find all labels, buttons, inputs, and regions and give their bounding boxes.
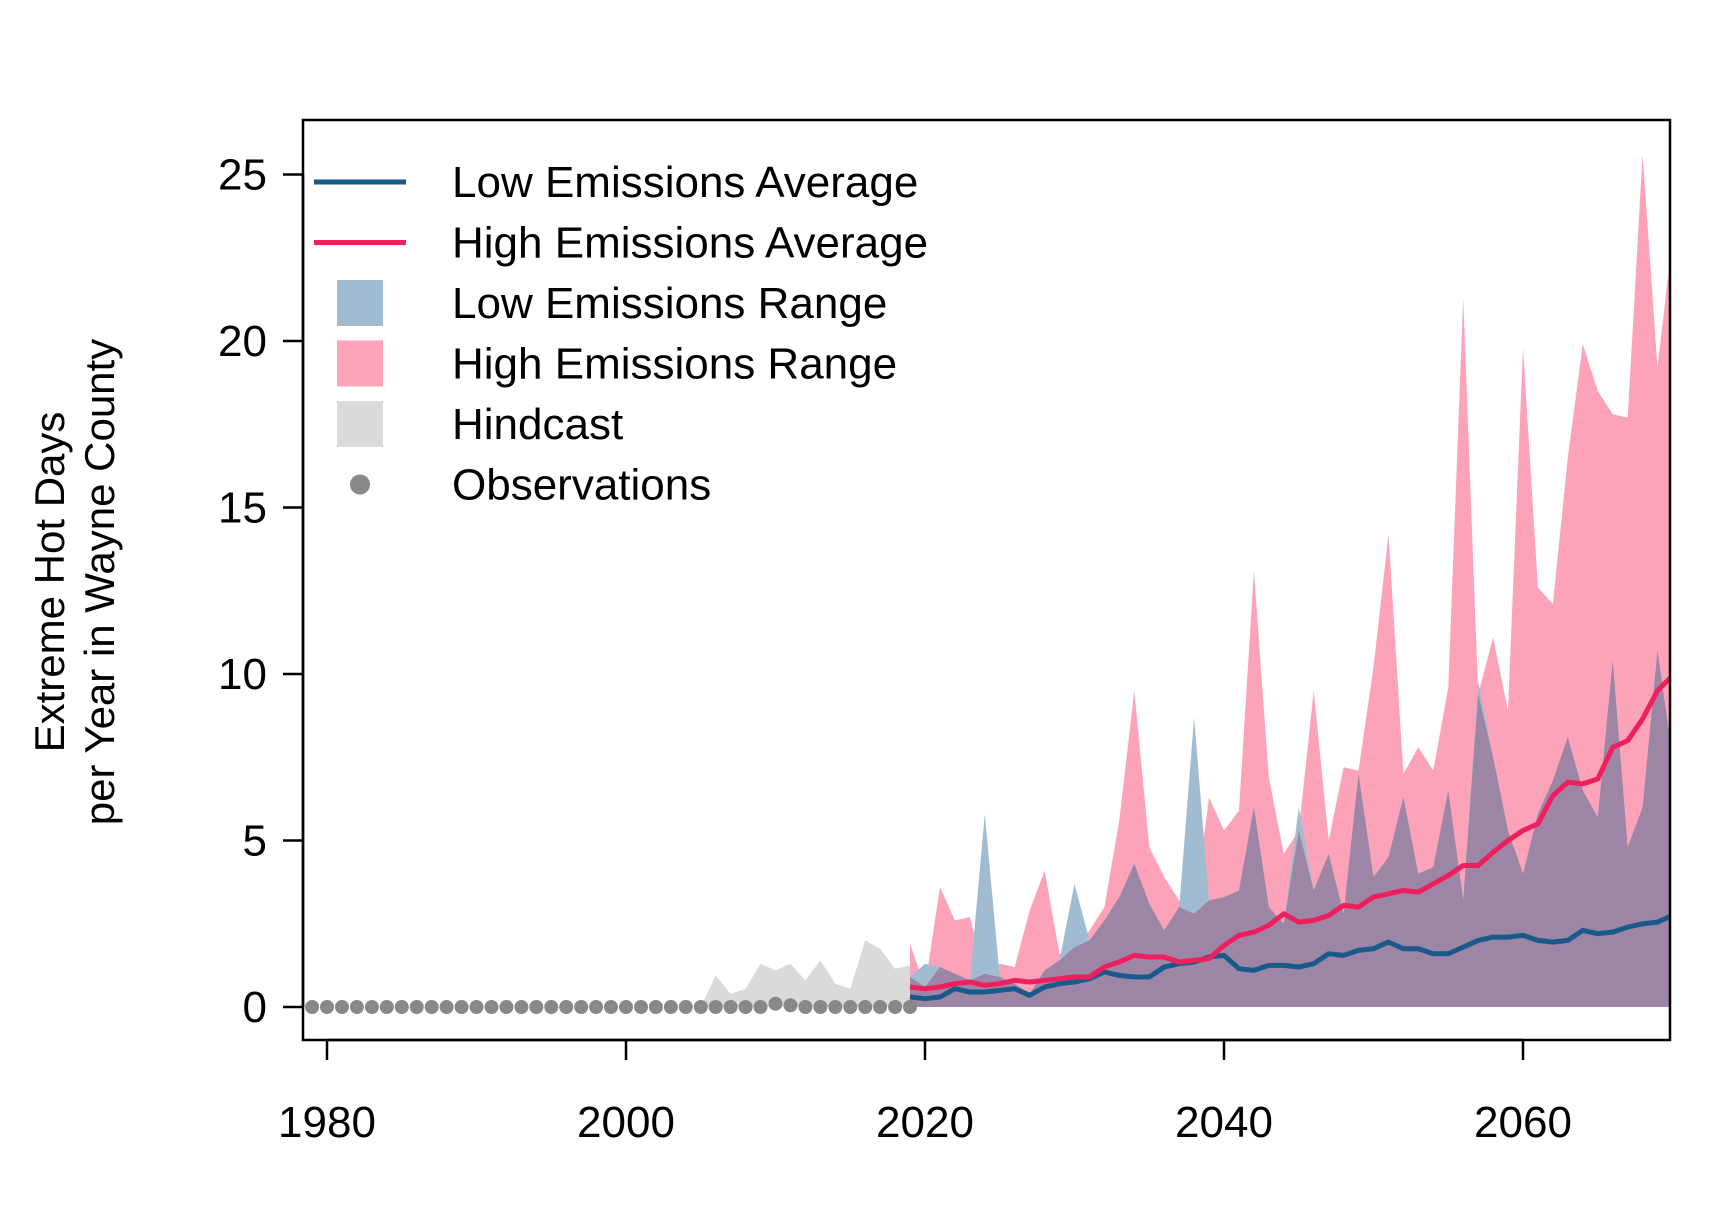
x-tick-label: 2000 xyxy=(577,1098,675,1147)
y-axis: 0 5 10 15 20 25 xyxy=(218,151,305,1032)
observation-point xyxy=(888,1000,903,1014)
observation-point xyxy=(574,1000,589,1014)
observation-point xyxy=(783,998,798,1013)
legend-entry: Hindcast xyxy=(337,400,623,449)
observation-point xyxy=(663,1000,678,1014)
observation-point xyxy=(379,1000,394,1014)
y-tick-label: 20 xyxy=(218,317,267,366)
observation-point xyxy=(424,1000,439,1014)
legend-label: Observations xyxy=(452,461,711,510)
observation-point xyxy=(768,996,783,1011)
x-tick-label: 2060 xyxy=(1474,1098,1572,1147)
legend-entry: Low Emissions Range xyxy=(337,279,887,328)
observation-point xyxy=(708,1000,723,1014)
legend-entry: Low Emissions Average xyxy=(314,158,918,207)
low-emissions-average-line xyxy=(909,913,1670,1002)
observation-point xyxy=(559,1000,574,1014)
observation-point xyxy=(813,1000,828,1014)
observation-point xyxy=(858,1000,873,1014)
observation-point xyxy=(454,1000,469,1014)
plot-area xyxy=(305,154,1670,1014)
legend-label: Hindcast xyxy=(452,400,623,449)
legend-box-swatch xyxy=(337,401,383,447)
observation-point xyxy=(320,1000,334,1014)
observation-point xyxy=(544,1000,559,1014)
observation-point xyxy=(469,1000,484,1014)
legend-label: Low Emissions Range xyxy=(452,279,887,328)
observation-point xyxy=(903,1000,917,1014)
observation-point xyxy=(589,1000,604,1014)
observation-point xyxy=(828,1000,843,1014)
observation-point xyxy=(753,1000,768,1014)
observation-point xyxy=(529,1000,544,1014)
y-tick-label: 10 xyxy=(218,650,267,699)
observation-point xyxy=(484,1000,499,1014)
observation-point xyxy=(678,1000,693,1014)
observation-point xyxy=(604,1000,618,1014)
range-overlap-area xyxy=(910,650,1670,1007)
x-tick-label: 1980 xyxy=(278,1098,376,1147)
observation-point xyxy=(619,1000,633,1014)
observation-point xyxy=(364,1000,379,1014)
observation-point xyxy=(439,1000,454,1014)
legend-entry: High Emissions Range xyxy=(337,340,897,389)
observation-point xyxy=(394,1000,409,1014)
hindcast-area xyxy=(700,940,910,1007)
observation-point xyxy=(723,1000,738,1014)
y-axis-label-line-1: Extreme Hot Days xyxy=(26,412,73,753)
legend-entry: High Emissions Average xyxy=(314,219,928,268)
observation-point xyxy=(693,1000,708,1014)
observation-point xyxy=(409,1000,424,1014)
observation-point xyxy=(873,1000,888,1014)
y-tick-label: 0 xyxy=(243,983,267,1032)
observation-point xyxy=(499,1000,514,1014)
observation-point xyxy=(349,1000,364,1014)
observation-point xyxy=(305,1000,320,1014)
legend-point-swatch xyxy=(350,474,370,495)
legend-entry: Observations xyxy=(350,461,711,510)
legend-label: High Emissions Average xyxy=(452,219,928,268)
y-tick-label: 15 xyxy=(218,484,267,533)
x-axis: 1980 2000 2020 2040 2060 xyxy=(278,1038,1572,1147)
observation-point xyxy=(648,1000,663,1014)
observation-point xyxy=(798,1000,813,1014)
observation-point xyxy=(738,1000,753,1014)
high-emissions-average-line xyxy=(909,674,1670,992)
legend-box-swatch xyxy=(337,340,383,387)
observation-point xyxy=(335,1000,349,1014)
observation-point xyxy=(634,1000,648,1014)
observation-point xyxy=(843,1000,858,1014)
legend-box-swatch xyxy=(337,280,383,326)
y-tick-label: 25 xyxy=(218,151,267,200)
x-tick-label: 2020 xyxy=(876,1098,974,1147)
legend: Low Emissions Average High Emissions Aver… xyxy=(314,158,928,510)
observation-point xyxy=(514,1000,529,1014)
x-tick-label: 2040 xyxy=(1175,1098,1273,1147)
y-tick-label: 5 xyxy=(243,817,267,866)
y-axis-label-line-2: per Year in Wayne County xyxy=(76,339,123,825)
legend-label: Low Emissions Average xyxy=(452,158,918,207)
y-axis-label: Extreme Hot Days per Year in Wayne Count… xyxy=(26,339,123,825)
legend-label: High Emissions Range xyxy=(452,340,897,389)
